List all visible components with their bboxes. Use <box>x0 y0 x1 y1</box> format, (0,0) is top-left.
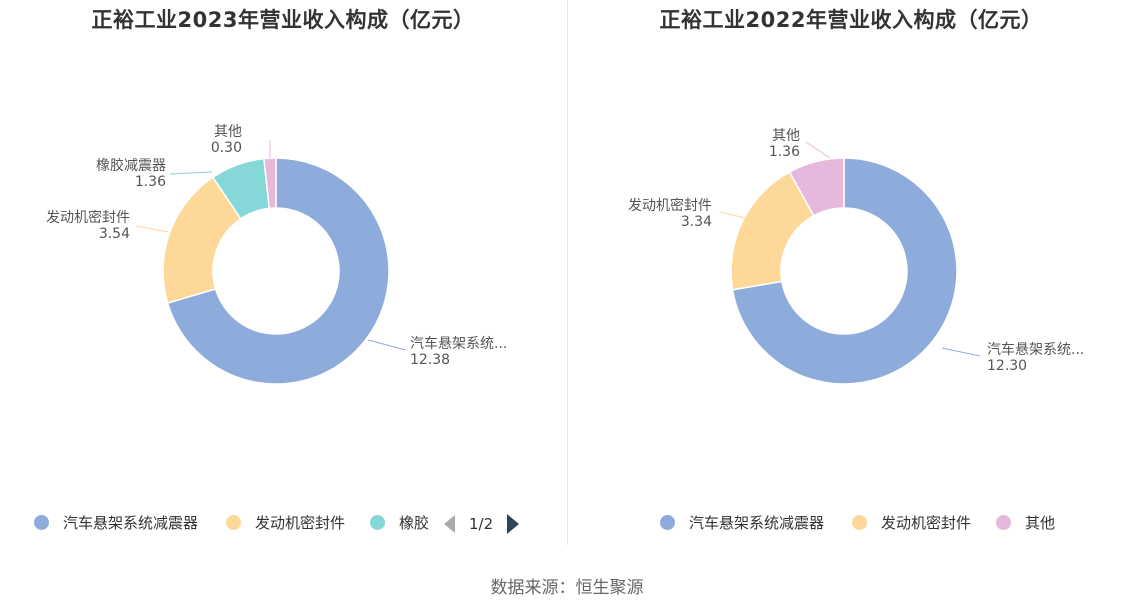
label-leader-line-auto <box>367 339 407 351</box>
slice-name-label-auto: 汽车悬架系统... <box>987 341 1084 358</box>
legend-item-rubber[interactable]: 橡胶 <box>370 512 429 533</box>
slice-name-label-auto: 汽车悬架系统... <box>410 335 507 352</box>
legend-label: 橡胶 <box>399 514 430 532</box>
legend-item-other[interactable]: 其他 <box>996 512 1055 533</box>
donut-slice-auto[interactable] <box>166 157 390 385</box>
legend-page-indicator: 1/2 <box>469 515 494 533</box>
legend-item-engine-seal[interactable]: 发动机密封件 <box>852 512 971 533</box>
chart-title-2022: 正裕工业2022年营业收入构成（亿元） <box>659 8 1043 32</box>
legend-pager: 1/2 <box>444 514 520 534</box>
legend-2022: 汽车悬架系统减震器 发动机密封件 其他 <box>568 512 1134 538</box>
chart-panel-2023: 正裕工业2023年营业收入构成（亿元） 汽车悬架系统... 12.38 发动机密封件… <box>0 0 566 545</box>
legend-2023: 汽车悬架系统减震器 发动机密封件 橡胶 1/2 <box>0 512 566 538</box>
legend-dot <box>660 515 675 530</box>
legend-label: 发动机密封件 <box>255 514 346 532</box>
legend-dot <box>34 515 49 530</box>
panel-divider <box>567 0 568 545</box>
label-leader-line-auto <box>941 347 981 357</box>
slice-value-label-other: 1.36 <box>769 144 800 160</box>
legend-label: 发动机密封件 <box>881 514 972 532</box>
label-leader-line-engine <box>719 211 755 221</box>
legend-item-auto-shock[interactable]: 汽车悬架系统减震器 <box>660 512 824 533</box>
slice-value-label-engine: 3.54 <box>99 226 130 242</box>
slice-name-label-engine: 发动机密封件 <box>46 209 130 226</box>
donut-slice-other[interactable] <box>788 157 845 217</box>
slice-value-label-auto: 12.38 <box>410 352 450 368</box>
legend-label: 汽车悬架系统减震器 <box>689 514 825 532</box>
slice-name-label-rubber: 橡胶减震器 <box>96 157 166 174</box>
label-leader-line-engine <box>135 225 169 233</box>
slice-name-label-engine: 发动机密封件 <box>628 197 712 214</box>
chart-title-2023: 正裕工业2023年营业收入构成（亿元） <box>91 8 475 32</box>
chart-panel-2022: 正裕工业2022年营业收入构成（亿元） 汽车悬架系统... 12.30 发动机密封件… <box>568 0 1134 545</box>
legend-prev-icon[interactable] <box>444 515 455 533</box>
data-source-note: 数据来源：恒生聚源 <box>490 578 644 598</box>
legend-item-auto-shock[interactable]: 汽车悬架系统减震器 <box>34 512 198 533</box>
legend-label: 汽车悬架系统减震器 <box>63 514 199 532</box>
slice-name-label-other: 其他 <box>214 124 242 140</box>
slice-value-label-rubber: 1.36 <box>135 174 166 190</box>
label-leader-line-other <box>805 141 831 159</box>
legend-next-icon[interactable] <box>507 514 520 534</box>
legend-dot <box>852 515 867 530</box>
legend-label: 其他 <box>1025 514 1056 532</box>
legend-item-engine-seal[interactable]: 发动机密封件 <box>226 512 345 533</box>
legend-dot <box>370 515 385 530</box>
slice-value-label-engine: 3.34 <box>681 214 712 230</box>
legend-dot <box>996 515 1011 530</box>
label-leader-line-rubber <box>169 171 213 175</box>
donut-slice-other[interactable] <box>263 157 277 210</box>
slice-value-label-other: 0.30 <box>211 140 242 156</box>
legend-dot <box>226 515 241 530</box>
donut-slice-auto[interactable] <box>731 157 958 385</box>
slice-name-label-other: 其他 <box>772 128 800 144</box>
slice-value-label-auto: 12.30 <box>987 358 1027 374</box>
